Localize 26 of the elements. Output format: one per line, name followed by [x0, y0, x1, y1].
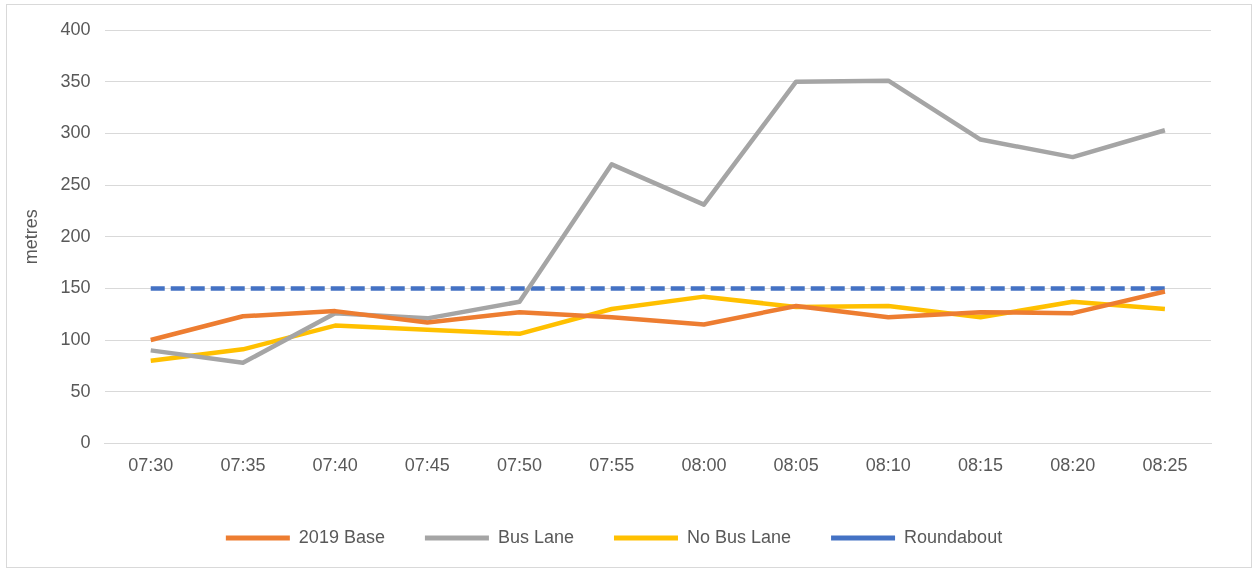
y-tick-label: 200: [60, 225, 91, 246]
x-tick-label: 07:40: [312, 455, 358, 476]
x-tick-label: 08:20: [1050, 455, 1096, 476]
x-tick-label: 08:10: [865, 455, 911, 476]
x-tick-label: 07:30: [128, 455, 174, 476]
x-tick-label: 07:35: [220, 455, 266, 476]
y-tick-label: 350: [60, 70, 91, 91]
x-tick-label: 07:50: [497, 455, 543, 476]
y-tick-label: 150: [60, 277, 91, 298]
x-tick-label: 08:25: [1142, 455, 1188, 476]
legend-label: 2019 Base: [298, 526, 385, 547]
y-tick-label: 400: [60, 18, 91, 39]
y-tick-label: 300: [60, 122, 91, 143]
legend-label: Bus Lane: [497, 526, 574, 547]
y-tick-label: 250: [60, 173, 91, 194]
x-tick-label: 08:15: [957, 455, 1004, 476]
x-tick-label: 07:45: [404, 455, 450, 476]
y-axis-title: metres: [20, 209, 41, 265]
x-tick-label: 07:55: [589, 455, 635, 476]
legend-label: No Bus Lane: [686, 526, 792, 547]
y-tick-label: 0: [80, 432, 91, 453]
y-tick-label: 100: [60, 329, 91, 350]
x-tick-label: 08:05: [773, 455, 819, 476]
x-tick-label: 08:00: [681, 455, 727, 476]
legend-label: Roundabout: [904, 526, 1003, 547]
y-tick-label: 50: [70, 380, 91, 401]
